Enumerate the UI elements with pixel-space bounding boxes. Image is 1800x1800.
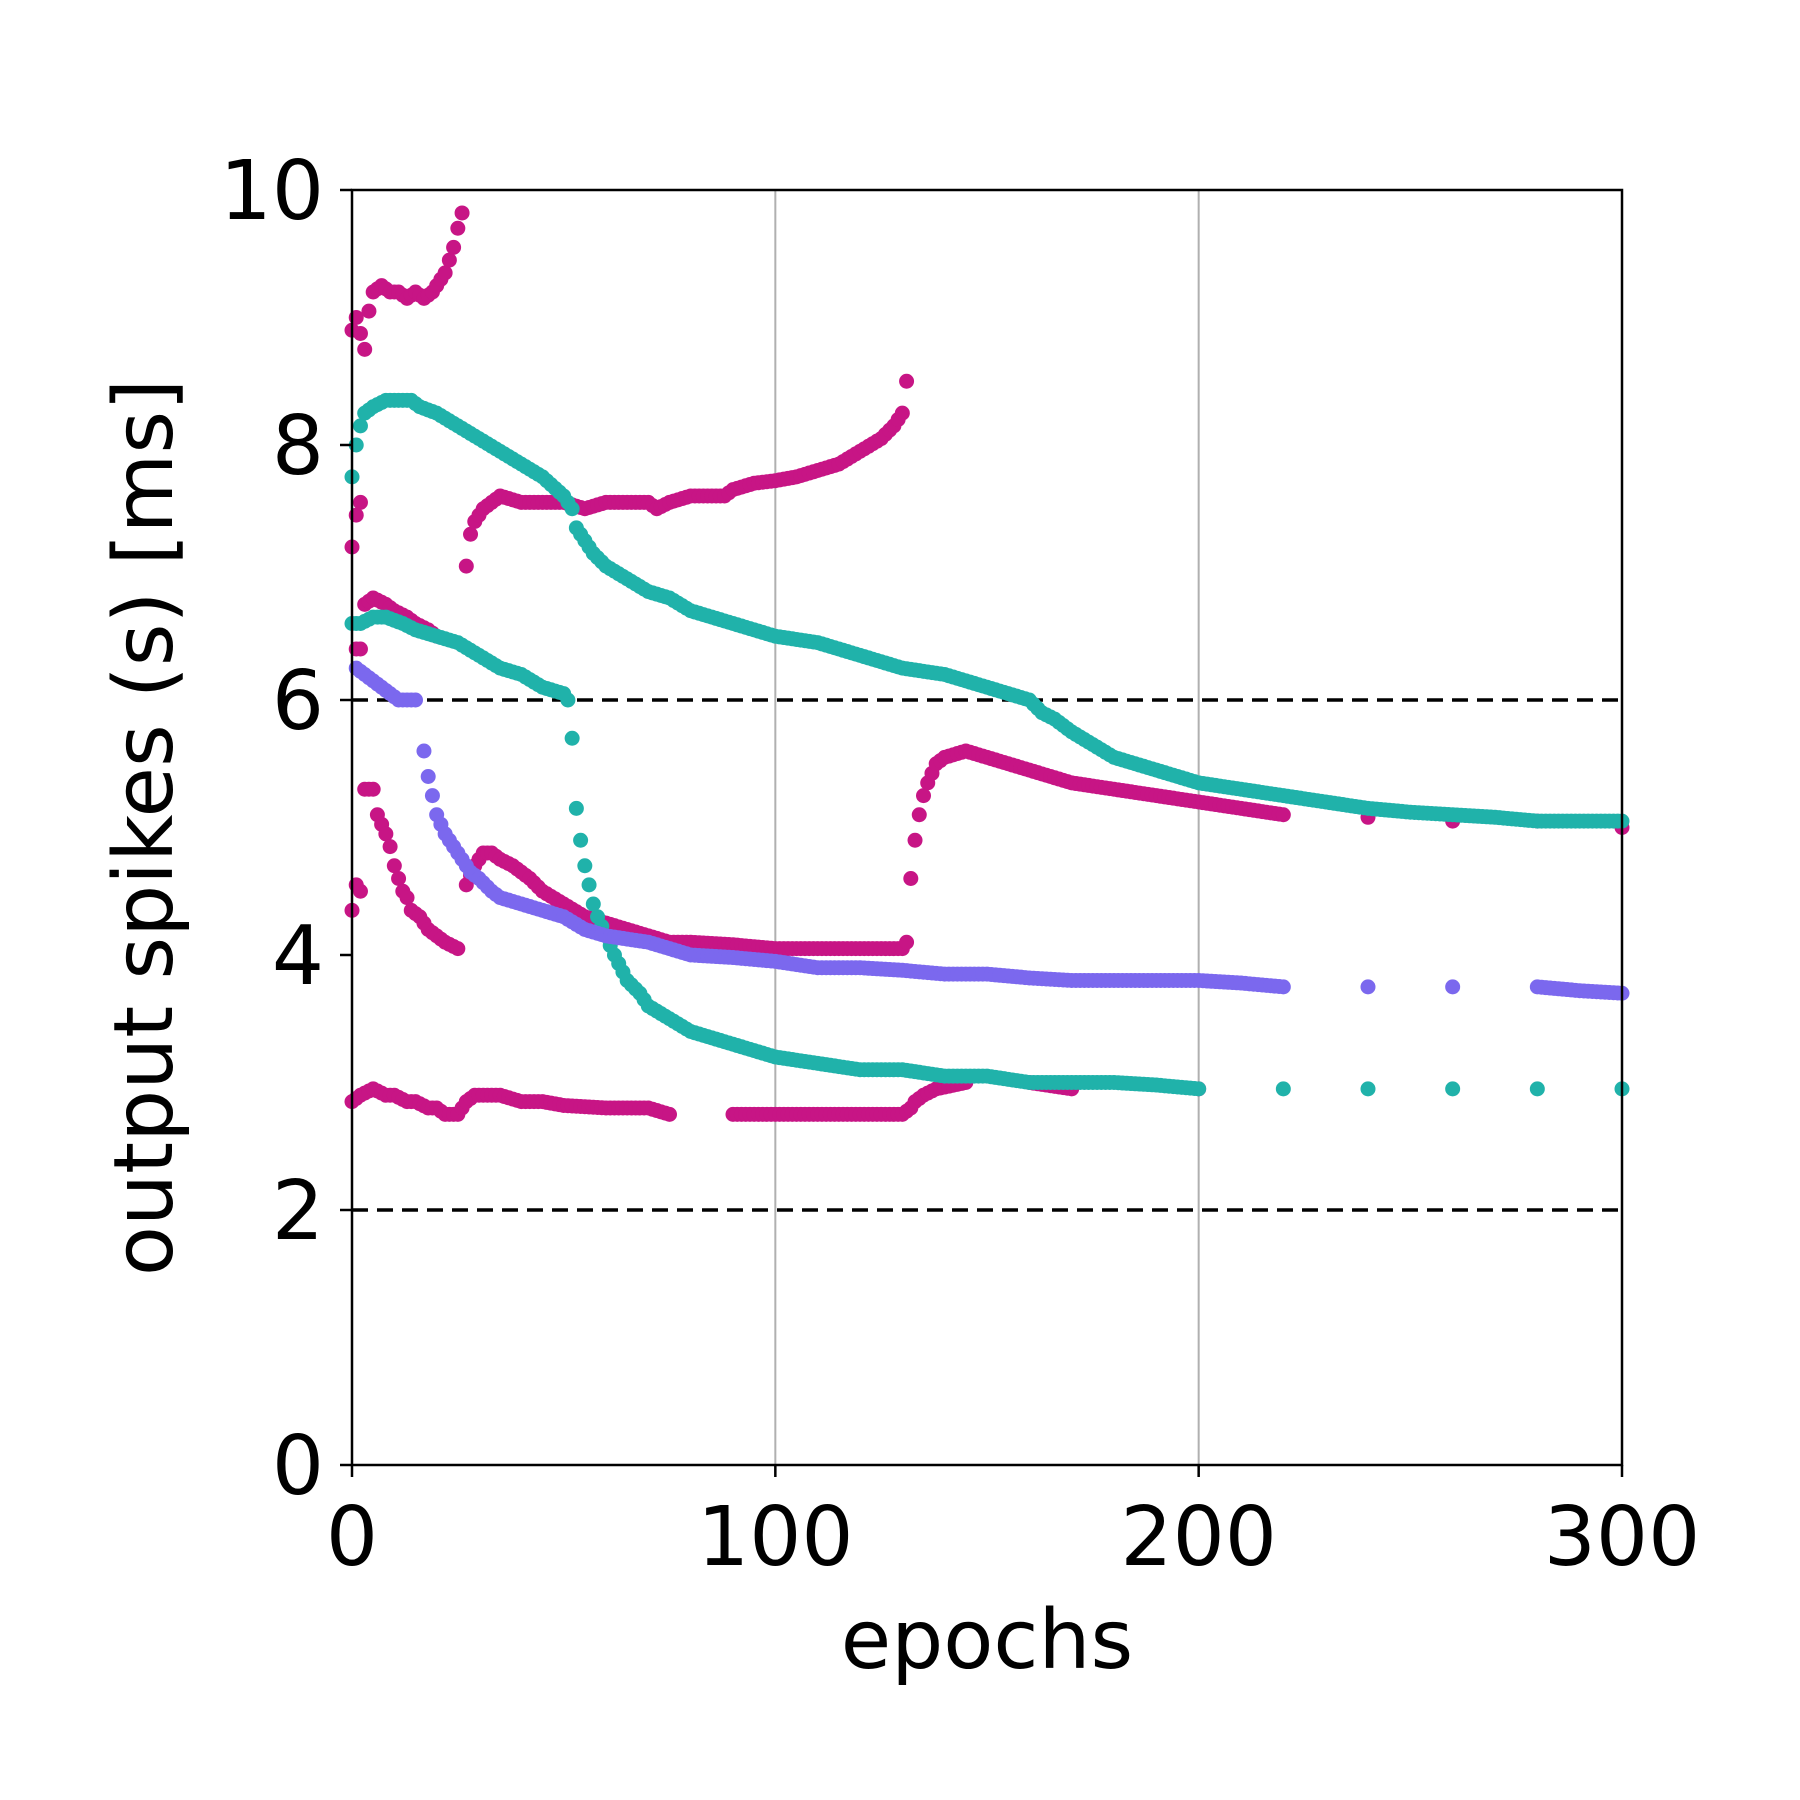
data-point <box>1275 807 1291 823</box>
series <box>344 373 915 574</box>
data-point <box>662 1106 677 1122</box>
y-tick-label: 10 <box>220 144 324 239</box>
data-point <box>420 769 436 784</box>
data-point <box>437 265 453 281</box>
data-point <box>441 252 457 268</box>
data-point <box>1275 979 1291 995</box>
data-point <box>416 743 432 759</box>
data-point <box>573 832 589 848</box>
reference-lines <box>352 698 1622 1212</box>
x-axis-label: epochs <box>841 1593 1133 1688</box>
data-point <box>1191 1081 1207 1097</box>
data-point <box>894 405 910 421</box>
data-point <box>577 858 593 874</box>
series <box>344 781 466 957</box>
data-point <box>463 526 479 542</box>
y-tick-label: 6 <box>272 654 324 749</box>
data-point <box>424 788 440 804</box>
y-tick-label: 2 <box>272 1164 324 1259</box>
axis-ticks: 0 100 200 300 0 2 4 6 8 10 <box>220 144 1701 1585</box>
data-point <box>916 788 931 804</box>
y-tick-label: 4 <box>272 909 324 1004</box>
data-point <box>1360 1081 1376 1097</box>
data-point <box>386 858 402 874</box>
data-point <box>378 826 394 842</box>
series <box>903 743 1630 886</box>
data-point <box>907 832 923 848</box>
data-point <box>391 871 407 886</box>
data-point <box>361 303 377 319</box>
data-point <box>458 558 474 574</box>
data-point <box>1529 1081 1545 1097</box>
data-point <box>408 692 423 708</box>
data-point <box>382 839 398 855</box>
data-point <box>450 941 466 957</box>
x-tick-label: 300 <box>1544 1490 1701 1585</box>
data-point <box>564 501 580 517</box>
data-points <box>344 205 1630 1122</box>
series <box>344 1075 1207 1122</box>
data-point <box>446 239 462 255</box>
data-point <box>903 871 919 886</box>
y-tick-label: 0 <box>272 1419 324 1514</box>
data-point <box>365 781 381 797</box>
y-axis-label: output spikes (s) [ms] <box>97 379 192 1276</box>
data-point <box>450 220 466 236</box>
data-point <box>1275 1081 1291 1097</box>
data-point <box>1445 1081 1461 1097</box>
series <box>348 660 1630 1001</box>
data-point <box>1445 979 1461 995</box>
data-point <box>568 800 584 816</box>
data-point <box>899 934 915 950</box>
data-point <box>352 641 368 657</box>
data-point <box>352 494 368 510</box>
x-tick-label: 0 <box>326 1490 378 1585</box>
x-tick-label: 200 <box>1120 1490 1277 1585</box>
data-point <box>1360 979 1376 995</box>
data-point <box>352 883 368 899</box>
data-point <box>899 373 915 389</box>
vertical-gridlines <box>774 190 1200 1465</box>
data-point <box>564 730 580 746</box>
data-point <box>352 418 368 434</box>
data-point <box>911 807 927 823</box>
plot-frame <box>350 188 1624 1467</box>
data-point <box>454 205 470 221</box>
data-point <box>585 896 601 912</box>
data-point <box>357 341 373 357</box>
data-point <box>352 325 368 341</box>
series <box>344 205 470 357</box>
data-point <box>560 692 576 708</box>
data-point <box>581 877 597 893</box>
x-tick-label: 100 <box>697 1490 854 1585</box>
data-point <box>399 890 415 906</box>
series <box>344 609 1630 1097</box>
y-tick-label: 8 <box>272 399 324 494</box>
